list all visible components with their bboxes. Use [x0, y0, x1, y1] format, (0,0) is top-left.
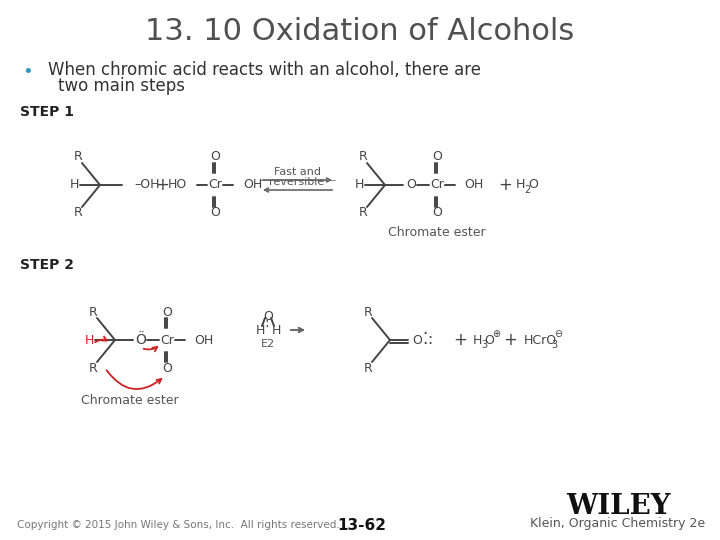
Text: O: O	[162, 361, 172, 375]
Text: Cr: Cr	[160, 334, 174, 347]
Text: H: H	[271, 323, 281, 336]
FancyArrowPatch shape	[95, 336, 107, 342]
Text: R: R	[73, 206, 82, 219]
Text: OH: OH	[464, 179, 483, 192]
Text: H: H	[84, 334, 94, 347]
Text: R: R	[364, 361, 372, 375]
FancyArrowPatch shape	[263, 178, 330, 182]
Text: H: H	[69, 179, 78, 192]
Text: Fast and: Fast and	[274, 167, 320, 177]
Text: +: +	[498, 176, 512, 194]
Text: WILEY: WILEY	[566, 492, 670, 519]
Text: 3: 3	[481, 340, 487, 350]
Text: O: O	[432, 206, 442, 219]
Text: H: H	[354, 179, 364, 192]
Text: +: +	[453, 331, 467, 349]
Text: When chromic acid reacts with an alcohol, there are: When chromic acid reacts with an alcohol…	[48, 61, 481, 79]
Text: :: :	[265, 316, 269, 330]
Text: +: +	[155, 176, 169, 194]
Text: Cr: Cr	[208, 179, 222, 192]
Text: HCrO: HCrO	[524, 334, 557, 347]
FancyArrowPatch shape	[265, 188, 332, 192]
Text: –OH: –OH	[134, 179, 160, 192]
Text: R: R	[359, 151, 367, 164]
Text: H: H	[516, 179, 525, 192]
Text: ·: ·	[423, 325, 428, 343]
Text: Klein, Organic Chemistry 2e: Klein, Organic Chemistry 2e	[531, 516, 706, 530]
Text: Chromate ester: Chromate ester	[388, 226, 486, 239]
Text: OH: OH	[194, 334, 213, 347]
Text: 13. 10 Oxidation of Alcohols: 13. 10 Oxidation of Alcohols	[145, 17, 575, 46]
Text: Copyright © 2015 John Wiley & Sons, Inc.  All rights reserved.: Copyright © 2015 John Wiley & Sons, Inc.…	[17, 520, 339, 530]
Text: R: R	[359, 206, 367, 219]
Text: E2: E2	[261, 339, 275, 349]
Text: Ö: Ö	[135, 333, 146, 347]
FancyArrowPatch shape	[107, 370, 161, 389]
Text: reversible: reversible	[269, 177, 325, 187]
Text: two main steps: two main steps	[58, 77, 185, 95]
Text: STEP 1: STEP 1	[20, 105, 74, 119]
Text: O: O	[528, 179, 538, 192]
FancyArrowPatch shape	[144, 347, 157, 352]
Text: O: O	[412, 334, 422, 347]
Text: Cr: Cr	[430, 179, 444, 192]
Text: :: :	[428, 333, 433, 348]
Text: +: +	[503, 331, 517, 349]
Text: O: O	[406, 179, 416, 192]
Text: ⊖: ⊖	[554, 329, 562, 339]
Text: •: •	[22, 63, 33, 81]
Text: ⊕: ⊕	[492, 329, 500, 339]
Text: R: R	[73, 151, 82, 164]
Text: R: R	[89, 306, 97, 319]
Text: HO: HO	[168, 179, 187, 192]
Text: 13-62: 13-62	[338, 517, 387, 532]
Text: O: O	[263, 309, 273, 322]
Text: R: R	[364, 306, 372, 319]
Text: 2: 2	[524, 185, 530, 195]
Text: H: H	[256, 323, 265, 336]
FancyArrowPatch shape	[291, 328, 303, 332]
Text: O: O	[484, 334, 494, 347]
Text: Chromate ester: Chromate ester	[81, 394, 179, 407]
Text: R: R	[89, 361, 97, 375]
Text: O: O	[432, 151, 442, 164]
Text: H: H	[472, 334, 482, 347]
Text: O: O	[210, 206, 220, 219]
Text: OH: OH	[243, 179, 262, 192]
Text: O: O	[210, 151, 220, 164]
Text: 3: 3	[551, 340, 557, 350]
Text: O: O	[162, 306, 172, 319]
Text: STEP 2: STEP 2	[20, 258, 74, 272]
Text: ·: ·	[423, 335, 428, 353]
